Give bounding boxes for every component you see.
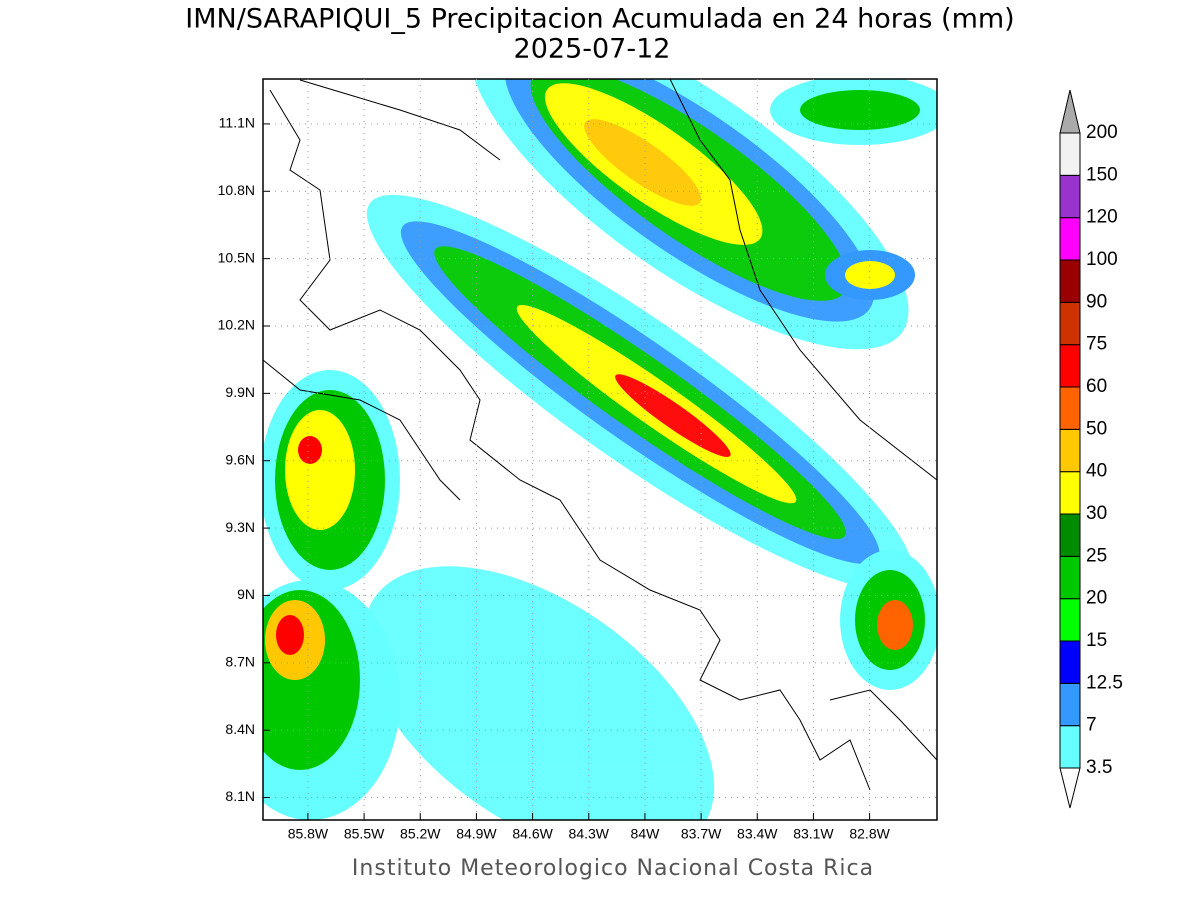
- colorbar-label: 50: [1086, 418, 1107, 439]
- y-tick-label: 9.6N: [225, 451, 255, 467]
- colorbar-label: 20: [1086, 588, 1107, 609]
- coastline: [263, 79, 937, 791]
- colorbar-label: 3.5: [1086, 757, 1112, 778]
- colorbar-label: 75: [1086, 334, 1107, 355]
- colorbar-under: [1059, 767, 1081, 809]
- colorbar-label: 150: [1086, 164, 1118, 185]
- colorbar-label: 40: [1086, 461, 1107, 482]
- map-footer: Instituto Meteorologico Nacional Costa R…: [352, 856, 874, 881]
- y-tick-label: 9.9N: [225, 384, 255, 400]
- map-frame: [262, 78, 938, 821]
- colorbar-label: 30: [1086, 503, 1107, 524]
- colorbar-box: [1059, 259, 1081, 303]
- x-tick-label: 82.8W: [849, 826, 890, 842]
- x-tick-label: 84.9W: [456, 826, 497, 842]
- colorbar-label: 15: [1086, 630, 1107, 651]
- x-tick-label: 83.4W: [737, 826, 778, 842]
- x-tick-label: 85.2W: [400, 826, 441, 842]
- colorbar-box: [1059, 132, 1081, 176]
- colorbar-box: [1059, 640, 1081, 684]
- y-tick-label: 10.2N: [218, 317, 255, 333]
- x-tick-label: 83.1W: [793, 826, 834, 842]
- colorbar-box: [1059, 555, 1081, 600]
- x-tick-label: 83.7W: [681, 826, 722, 842]
- y-tick-label: 8.4N: [225, 721, 255, 737]
- colorbar-box: [1059, 471, 1081, 515]
- y-tick-label: 10.5N: [218, 249, 255, 265]
- precip-field: [263, 79, 937, 820]
- y-tick-label: 8.1N: [225, 788, 255, 804]
- colorbar-box: [1059, 217, 1081, 261]
- colorbar-box: [1059, 344, 1081, 388]
- y-tick-label: 10.8N: [218, 182, 255, 198]
- colorbar-label: 120: [1086, 207, 1118, 228]
- colorbar-label: 12.5: [1086, 672, 1123, 693]
- colorbar-box: [1059, 513, 1081, 557]
- colorbar-label: 7: [1086, 715, 1097, 736]
- colorbar-label: 60: [1086, 376, 1107, 397]
- colorbar-box: [1059, 428, 1081, 473]
- colorbar-box: [1059, 386, 1081, 430]
- colorbar-label: 200: [1086, 122, 1118, 143]
- colorbar-box: [1059, 725, 1081, 769]
- colorbar-label: 25: [1086, 545, 1107, 566]
- y-tick-label: 9N: [237, 586, 255, 602]
- colorbar-label: 90: [1086, 291, 1107, 312]
- colorbar-label: 100: [1086, 249, 1118, 270]
- x-tick-label: 84W: [631, 826, 661, 842]
- colorbar-box: [1059, 682, 1081, 727]
- map-title: IMN/SARAPIQUI_5 Precipitacion Acumulada …: [185, 4, 1014, 35]
- colorbar-box: [1059, 598, 1081, 642]
- x-tick-label: 84.3W: [569, 826, 610, 842]
- x-tick-label: 84.6W: [512, 826, 553, 842]
- x-tick-label: 85.8W: [288, 826, 329, 842]
- y-tick-label: 8.7N: [225, 654, 255, 670]
- colorbar-over: [1059, 89, 1081, 134]
- x-tick-label: 85.5W: [344, 826, 385, 842]
- colorbar-box: [1059, 174, 1081, 219]
- colorbar-box: [1059, 301, 1081, 346]
- map-subtitle: 2025-07-12: [514, 34, 671, 65]
- y-tick-label: 9.3N: [225, 519, 255, 535]
- y-tick-label: 11.1N: [219, 115, 255, 131]
